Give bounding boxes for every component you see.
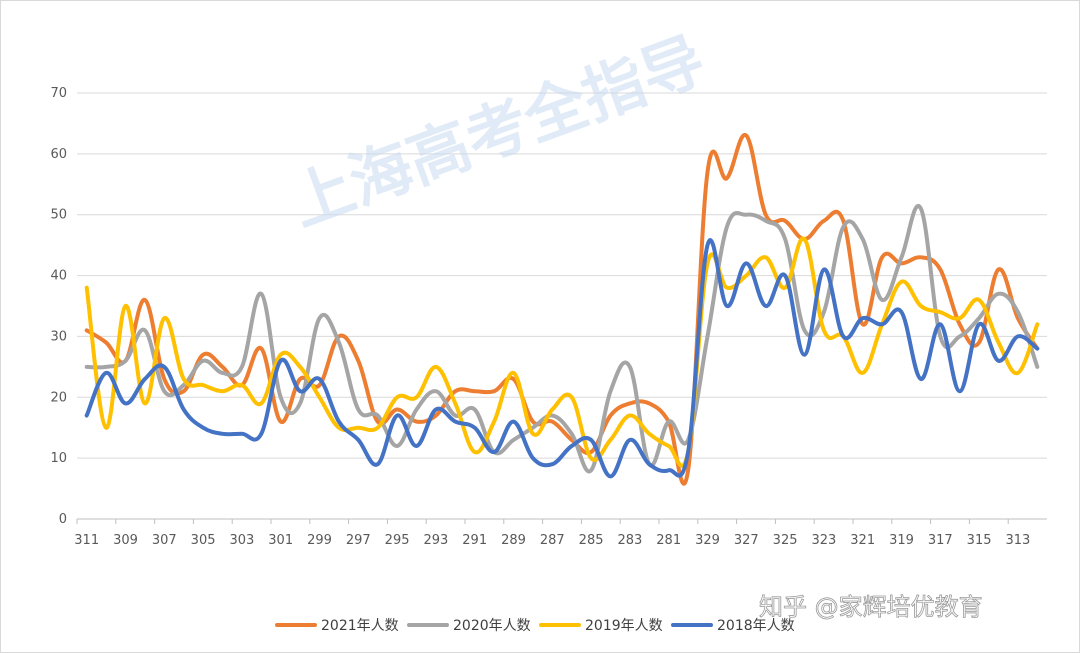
legend-label: 2018年人数: [717, 618, 795, 634]
y-tick-label: 40: [50, 269, 67, 284]
x-tick-label: 303: [229, 533, 254, 548]
x-tick-label: 327: [734, 533, 759, 548]
y-tick-label: 10: [50, 451, 67, 466]
legend-label: 2019年人数: [585, 618, 663, 634]
x-tick-label: 315: [967, 533, 992, 548]
x-tick-label: 285: [579, 533, 604, 548]
x-tick-label: 309: [113, 533, 138, 548]
y-tick-label: 70: [50, 86, 67, 101]
series-lines: [84, 133, 1040, 486]
y-tick-label: 0: [59, 512, 67, 527]
x-tick-label: 293: [423, 533, 448, 548]
legend-label: 2020年人数: [453, 618, 531, 634]
watermark-text: 上海高考全指导: [281, 23, 714, 240]
y-tick-label: 50: [50, 208, 67, 223]
x-tick-label: 325: [773, 533, 798, 548]
source-watermark: 知乎 @家辉培优教育: [759, 593, 983, 621]
x-tick-label: 283: [617, 533, 642, 548]
x-tick-label: 323: [811, 533, 836, 548]
x-tick-label: 289: [501, 533, 526, 548]
x-tick-label: 311: [74, 533, 99, 548]
x-tick-label: 295: [385, 533, 410, 548]
x-tick-label: 319: [889, 533, 914, 548]
legend-label: 2021年人数: [321, 618, 399, 634]
x-tick-label: 281: [656, 533, 681, 548]
x-axis-ticks: 311 309 307 305 303 301 299 297 295 293 291 289 287 2…: [74, 519, 1030, 548]
series-line-4: [84, 238, 1040, 479]
x-tick-label: 317: [928, 533, 953, 548]
y-tick-label: 20: [50, 390, 67, 405]
legend: 2021年人数 2020年人数 2019年人数 2018年人数: [275, 618, 795, 634]
x-tick-label: 287: [540, 533, 565, 548]
x-tick-label: 313: [1005, 533, 1030, 548]
x-tick-label: 307: [152, 533, 177, 548]
series-line-1: [84, 133, 1040, 486]
y-axis-ticks: 0 10 20 30 40 50 60 70: [50, 86, 67, 527]
x-tick-label: 291: [462, 533, 487, 548]
x-tick-label: 329: [695, 533, 720, 548]
x-tick-label: 297: [346, 533, 371, 548]
series-line-3: [84, 236, 1040, 468]
y-tick-label: 30: [50, 329, 67, 344]
y-tick-label: 60: [50, 147, 67, 162]
x-tick-label: 299: [307, 533, 332, 548]
series-line-2: [84, 203, 1040, 474]
x-tick-label: 321: [850, 533, 875, 548]
x-tick-label: 301: [268, 533, 293, 548]
x-tick-label: 305: [191, 533, 216, 548]
